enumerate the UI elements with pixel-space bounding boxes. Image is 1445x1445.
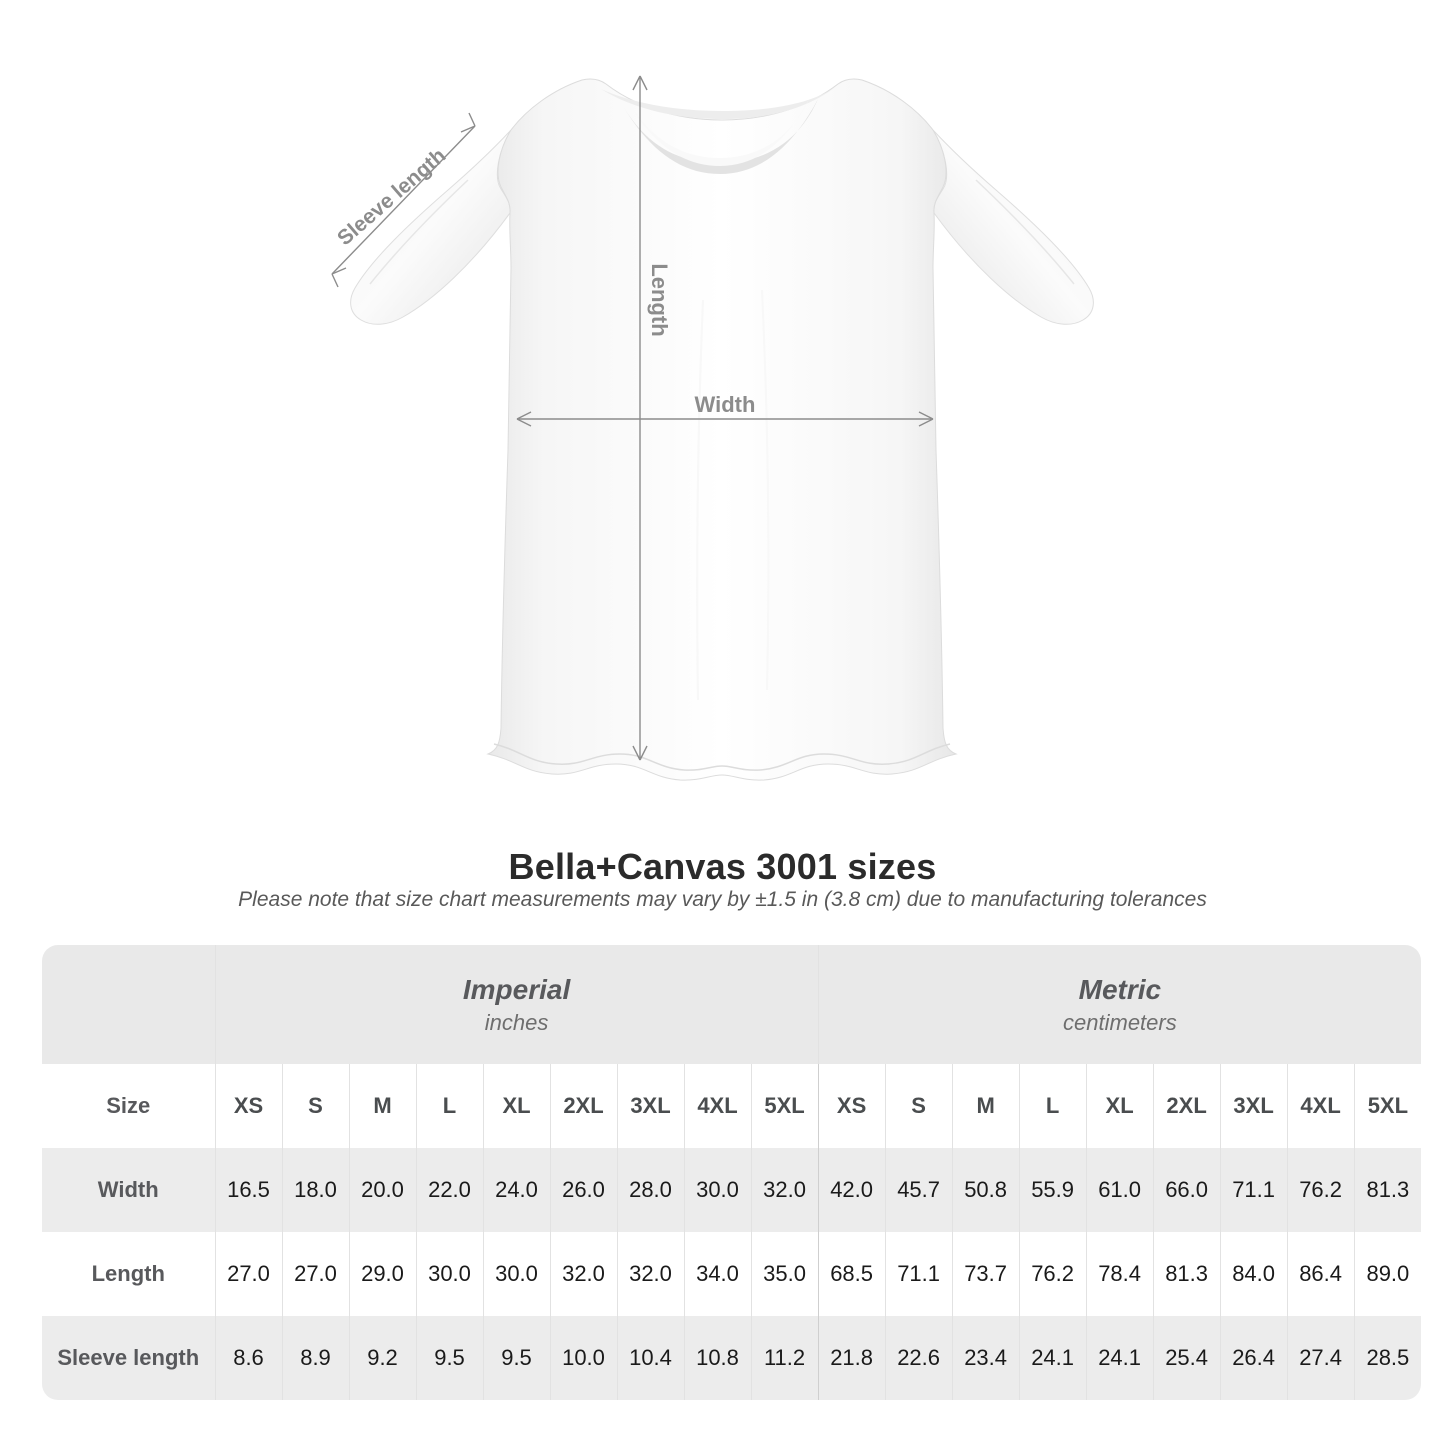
- svg-text:Width: Width: [695, 392, 756, 417]
- svg-text:Length: Length: [647, 263, 672, 336]
